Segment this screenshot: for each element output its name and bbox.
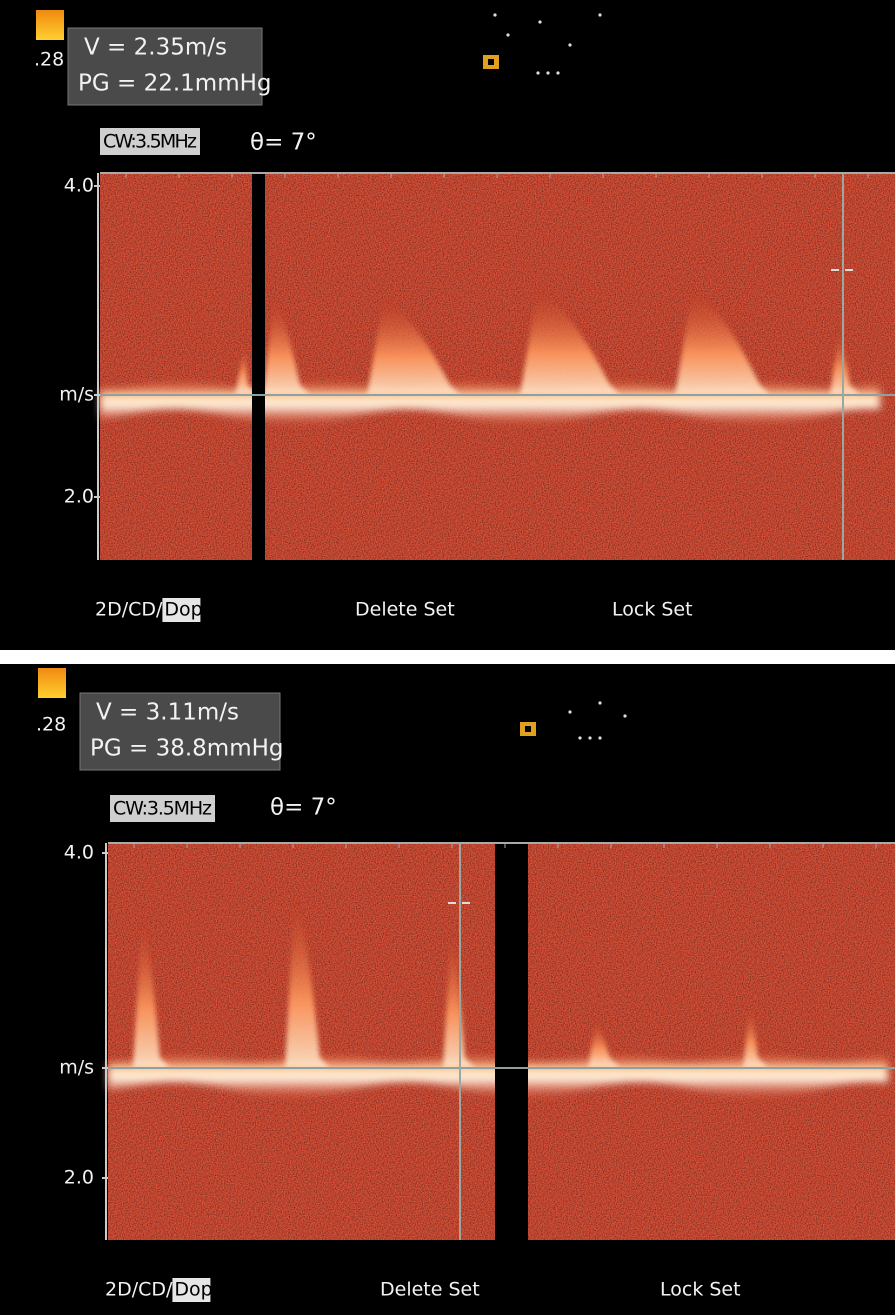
color-scale (38, 668, 66, 698)
velocity-readout: V = 2.35m/s (84, 35, 227, 61)
doppler-screens: .28 V = 2.35m/s PG = 22.1mmHg CW:3.5MHz θ= 7… (0, 0, 895, 1315)
axis-label: m/s (59, 1057, 94, 1079)
sector-dot (493, 13, 496, 16)
velocity-readout: V = 3.11m/s (96, 700, 239, 726)
menu-item[interactable]: Lock Set (660, 1279, 741, 1301)
sector-dot (568, 43, 571, 46)
axis-label: 4.0 (64, 842, 94, 864)
probe-icon-inner (525, 726, 531, 732)
scale-label: .28 (34, 49, 64, 71)
menu-item[interactable]: Delete Set (355, 599, 455, 621)
sector-dot (598, 736, 601, 739)
gradient-readout: PG = 38.8mmHg (90, 736, 284, 762)
menu-item[interactable]: 2D/CD/ (95, 599, 163, 621)
probe-icon-inner (488, 59, 494, 65)
angle-label: θ= 7° (250, 130, 317, 156)
menu-item[interactable]: Delete Set (380, 1279, 480, 1301)
angle-label: θ= 7° (270, 795, 337, 821)
sector-dot (546, 71, 549, 74)
sector-dot (556, 71, 559, 74)
sweep-gap (495, 841, 528, 1240)
sector-dot (623, 714, 626, 717)
sector-dot (568, 710, 571, 713)
sweep-gap (252, 171, 265, 560)
gradient-readout: PG = 22.1mmHg (78, 71, 272, 97)
menu-item[interactable]: 2D/CD/ (105, 1279, 173, 1301)
scale-label: .28 (36, 714, 66, 736)
sector-dot (598, 701, 601, 704)
axis-label: 4.0 (64, 175, 94, 197)
axis-label: 2.0 (64, 486, 94, 508)
menu-item[interactable]: Dop (164, 599, 202, 621)
sector-dot (506, 33, 509, 36)
mode-label: CW:3.5MHz (113, 798, 212, 820)
color-scale (36, 10, 64, 40)
axis-label: m/s (59, 384, 94, 406)
sector-dot (598, 13, 601, 16)
menu-item[interactable]: Lock Set (612, 599, 693, 621)
axis-label: 2.0 (64, 1167, 94, 1189)
sector-dot (536, 71, 539, 74)
spectrum-background (100, 173, 895, 560)
sector-dot (538, 20, 541, 23)
sector-dot (588, 736, 591, 739)
sector-dot (578, 736, 581, 739)
menu-item[interactable]: Dop (174, 1279, 212, 1301)
mode-label: CW:3.5MHz (103, 131, 197, 153)
